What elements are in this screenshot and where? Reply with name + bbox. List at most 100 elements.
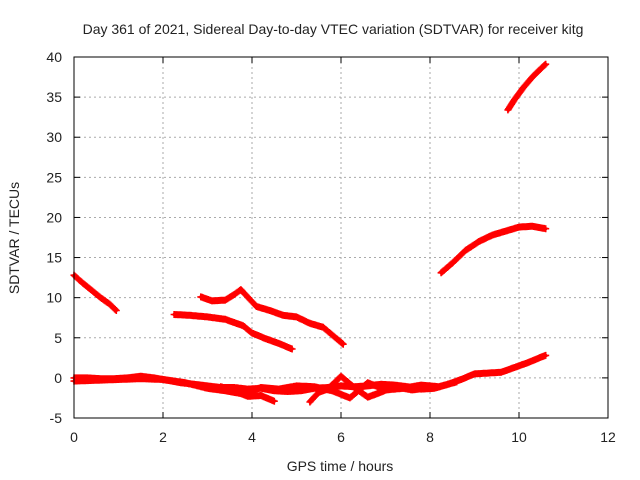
series-arc-1 xyxy=(70,271,120,314)
data-point xyxy=(205,315,210,319)
data-point xyxy=(539,66,543,70)
series-arc-9 xyxy=(504,60,550,114)
data-point xyxy=(308,400,312,404)
data-point xyxy=(450,261,454,265)
data-point xyxy=(339,374,343,378)
x-tick-label: 6 xyxy=(337,429,345,445)
data-point xyxy=(219,385,223,389)
data-point xyxy=(506,108,510,112)
x-tick-label: 8 xyxy=(426,429,434,445)
data-points xyxy=(70,60,550,406)
data-point xyxy=(521,85,526,90)
data-point xyxy=(504,229,508,233)
data-point xyxy=(161,377,165,382)
data-point xyxy=(486,371,490,375)
data-point xyxy=(290,347,294,351)
data-point xyxy=(199,295,203,299)
data-point xyxy=(254,304,258,309)
data-point xyxy=(268,308,272,313)
data-point xyxy=(352,385,356,390)
data-point xyxy=(308,321,312,325)
y-tick-label: 5 xyxy=(54,330,62,346)
data-point xyxy=(437,385,441,389)
data-point xyxy=(232,292,236,297)
data-point xyxy=(312,385,316,389)
data-point xyxy=(530,224,535,228)
y-tick-label: 10 xyxy=(46,290,62,306)
data-point xyxy=(263,337,267,341)
data-point xyxy=(490,233,494,237)
data-point xyxy=(366,381,370,385)
data-point xyxy=(339,384,343,388)
data-point xyxy=(539,355,543,359)
data-point xyxy=(259,385,263,390)
data-point xyxy=(281,313,285,317)
data-point xyxy=(544,227,548,231)
data-point xyxy=(459,377,463,382)
data-point xyxy=(223,317,227,321)
series-arc-5 xyxy=(306,372,434,406)
x-axis-label: GPS time / hours xyxy=(287,458,394,474)
data-point xyxy=(512,97,517,102)
y-tick-label: 15 xyxy=(46,250,62,266)
y-tick-label: 40 xyxy=(46,49,62,65)
x-tick-label: 4 xyxy=(248,429,256,445)
data-point xyxy=(499,370,503,374)
y-tick-label: 0 xyxy=(54,370,62,386)
data-point xyxy=(439,271,443,275)
data-point xyxy=(246,394,250,398)
data-point xyxy=(188,313,192,317)
data-point xyxy=(464,248,468,252)
data-point xyxy=(81,281,85,285)
data-point xyxy=(277,387,281,391)
data-point xyxy=(250,331,254,335)
data-point xyxy=(294,315,299,319)
y-axis-label: SDTVAR / TECUs xyxy=(6,182,22,294)
data-point xyxy=(223,298,227,302)
data-point xyxy=(94,378,98,382)
plot-frame xyxy=(73,56,609,419)
data-point xyxy=(205,386,210,390)
series-arc-8 xyxy=(437,222,550,277)
data-point xyxy=(116,377,121,382)
data-point xyxy=(317,390,321,394)
data-point xyxy=(239,288,243,292)
series-arc-6 xyxy=(170,311,296,353)
data-point xyxy=(99,296,103,300)
y-tick-label: 30 xyxy=(46,129,62,145)
data-point xyxy=(530,75,535,79)
data-point xyxy=(544,62,548,66)
data-point xyxy=(512,365,517,370)
data-point xyxy=(392,385,396,389)
data-point xyxy=(90,288,94,292)
data-point xyxy=(139,377,143,381)
data-point xyxy=(477,239,481,244)
chart-title: Day 361 of 2021, Sidereal Day-to-day VTE… xyxy=(83,21,584,37)
data-point xyxy=(330,389,334,393)
data-point xyxy=(241,324,245,328)
x-tick-label: 12 xyxy=(600,429,616,445)
series-arc-7 xyxy=(197,286,347,348)
data-point xyxy=(210,299,214,303)
data-point xyxy=(277,341,281,345)
data-point xyxy=(375,392,379,396)
x-tick-label: 2 xyxy=(159,429,167,445)
x-tick-label: 0 xyxy=(70,429,78,445)
data-point xyxy=(114,308,118,313)
data-point xyxy=(183,381,187,385)
data-point xyxy=(335,337,339,341)
data-point xyxy=(172,312,176,317)
data-point xyxy=(341,342,345,346)
data-point xyxy=(108,302,112,306)
data-point xyxy=(410,388,414,392)
data-point xyxy=(294,384,299,388)
y-tick-label: 35 xyxy=(46,89,62,105)
data-point xyxy=(472,372,477,376)
data-point xyxy=(544,353,548,357)
data-point xyxy=(326,387,330,391)
y-tick-label: 20 xyxy=(46,209,62,225)
data-point xyxy=(366,395,370,399)
data-point xyxy=(517,225,521,229)
